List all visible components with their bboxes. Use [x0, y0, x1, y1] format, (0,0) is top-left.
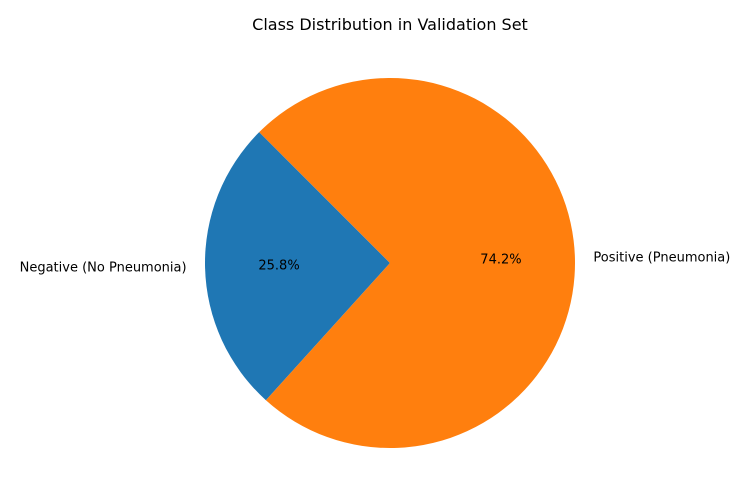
pie-slice-0 — [205, 132, 390, 401]
pie-category-label-1: Positive (Pneumonia) — [593, 250, 730, 265]
pie-pct-label-1: 74.2% — [480, 253, 521, 268]
pie-pct-label-0: 25.8% — [258, 258, 299, 273]
pie-category-label-0: Negative (No Pneumonia) — [20, 261, 187, 276]
chart-title: Class Distribution in Validation Set — [252, 15, 528, 34]
pie-slice-1 — [259, 77, 575, 449]
pie-slices — [205, 77, 575, 449]
pie-labels: 25.8% Negative (No Pneumonia) 74.2% Positiv… — [20, 250, 731, 275]
